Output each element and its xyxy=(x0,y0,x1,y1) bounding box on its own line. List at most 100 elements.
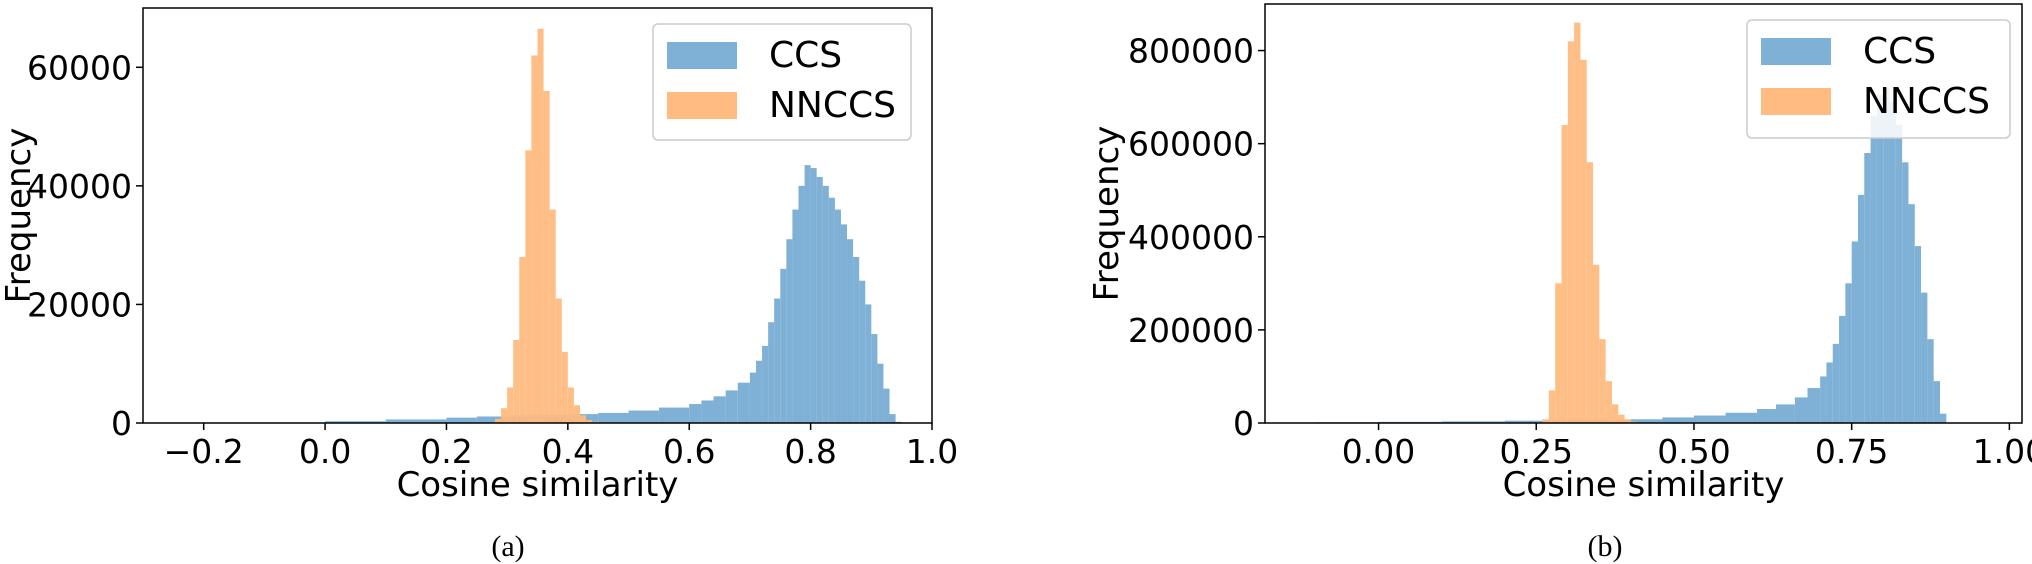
bar-ccs xyxy=(1914,246,1922,423)
bar-ccs xyxy=(859,280,866,423)
legend-label-ccs: CCS xyxy=(1863,31,1936,72)
bar-nnccs xyxy=(555,298,562,423)
bar-ccs xyxy=(816,176,823,423)
bar-ccs xyxy=(1889,101,1896,424)
bar-ccs xyxy=(1851,241,1858,423)
bar-nnccs xyxy=(1611,404,1619,423)
bar-ccs xyxy=(1870,115,1877,423)
bar-ccs xyxy=(1908,204,1915,423)
bar-nnccs xyxy=(507,387,514,423)
bar-ccs xyxy=(628,410,659,423)
bar-ccs xyxy=(1876,94,1884,423)
series-nnccs xyxy=(1542,22,1644,424)
bar-nnccs xyxy=(519,257,526,423)
legend-swatch-nnccs xyxy=(1761,88,1831,115)
bar-nnccs xyxy=(1561,125,1568,423)
bar-ccs xyxy=(1693,415,1726,423)
histogram-panel-a: (a) −0.2 0.0 0.2 0.4 0.6 0.8 1.0 0 20000 40000 600… xyxy=(0,7,958,563)
bar-ccs xyxy=(1895,125,1903,423)
bar-ccs xyxy=(877,363,884,423)
bar-nnccs xyxy=(549,209,556,423)
bar-nnccs xyxy=(1580,59,1587,424)
x-tick-label: 1.00 xyxy=(1973,432,2032,471)
bar-ccs xyxy=(853,257,860,423)
bar-ccs xyxy=(792,209,799,423)
x-tick-label: 0.25 xyxy=(1500,432,1573,471)
y-tick-label: 800000 xyxy=(1128,32,1254,71)
bar-nnccs xyxy=(567,387,574,423)
bar-nnccs xyxy=(1548,390,1556,423)
bar-ccs xyxy=(737,382,750,423)
bar-ccs xyxy=(780,268,787,423)
x-tick-label: 0.2 xyxy=(420,432,472,471)
bar-ccs xyxy=(1630,419,1663,423)
bar-ccs xyxy=(1839,315,1846,423)
x-tick-label: 1.0 xyxy=(906,432,958,471)
bar-ccs xyxy=(847,239,854,423)
legend-swatch-nnccs xyxy=(667,92,737,119)
y-axis-label: Frequency xyxy=(0,128,39,304)
bar-nnccs xyxy=(495,418,502,423)
bar-ccs xyxy=(1826,362,1833,423)
bar-ccs xyxy=(749,372,756,423)
bar-ccs xyxy=(658,407,690,423)
y-axis-label: Frequency xyxy=(1087,126,1127,302)
bar-ccs xyxy=(325,421,386,423)
bar-ccs xyxy=(1939,413,1947,423)
series-nnccs xyxy=(495,28,605,424)
y-tick-label: 200000 xyxy=(1128,311,1254,350)
caption-a: (a) xyxy=(491,530,524,563)
y-tick-label: 40000 xyxy=(27,167,132,206)
bar-ccs xyxy=(840,224,848,423)
bar-ccs xyxy=(786,239,793,423)
bar-nnccs xyxy=(1605,381,1612,423)
bar-nnccs xyxy=(531,55,538,424)
x-tick-label: 0.8 xyxy=(784,432,836,471)
caption-b: (b) xyxy=(1588,530,1623,563)
bar-ccs xyxy=(1883,87,1890,424)
plot-frame xyxy=(142,7,933,424)
bar-ccs xyxy=(1794,397,1808,423)
bar-ccs xyxy=(1775,404,1795,423)
y-tick-label: 0 xyxy=(111,404,132,443)
bar-ccs xyxy=(1927,339,1934,423)
x-tick-label: 0.0 xyxy=(299,432,351,471)
bar-nnccs xyxy=(543,91,550,423)
bar-ccs xyxy=(883,388,890,423)
bar-ccs xyxy=(1807,388,1821,423)
bar-nnccs xyxy=(525,150,532,424)
bar-ccs xyxy=(1662,417,1694,423)
bar-ccs xyxy=(598,412,629,423)
x-tick-label: 0.6 xyxy=(663,432,715,471)
bar-ccs xyxy=(1820,376,1827,423)
bar-ccs xyxy=(1725,412,1758,423)
bar-ccs xyxy=(834,209,841,423)
x-axis-label: Cosine similarity xyxy=(1503,465,1785,505)
bar-ccs xyxy=(701,400,714,423)
bar-ccs xyxy=(1902,162,1909,424)
bar-ccs xyxy=(1832,343,1840,423)
x-tick-label: 0.50 xyxy=(1657,432,1730,471)
bar-nnccs xyxy=(1574,22,1581,424)
bar-nnccs xyxy=(1567,41,1575,424)
bar-ccs xyxy=(828,197,835,423)
bar-ccs xyxy=(1921,292,1928,423)
x-axis-label: Cosine similarity xyxy=(397,465,679,505)
bar-ccs xyxy=(762,345,769,423)
bar-ccs xyxy=(1864,152,1871,424)
y-tick-label: 600000 xyxy=(1128,125,1254,164)
y-tick-label: 400000 xyxy=(1128,218,1254,257)
x-tick-label: −0.2 xyxy=(164,432,244,471)
bar-nnccs xyxy=(573,405,580,423)
bar-ccs xyxy=(1845,283,1852,423)
bar-ccs xyxy=(1504,420,1568,423)
bar-ccs xyxy=(476,416,508,423)
bar-nnccs xyxy=(1555,283,1562,423)
legend: CCS NNCCS xyxy=(1746,19,2011,139)
y-tick-label: 0 xyxy=(1233,404,1254,443)
bar-ccs xyxy=(822,185,829,423)
y-tick-label: 60000 xyxy=(27,48,132,87)
bar-ccs xyxy=(713,396,726,423)
legend-label-nnccs: NNCCS xyxy=(1863,81,1990,122)
